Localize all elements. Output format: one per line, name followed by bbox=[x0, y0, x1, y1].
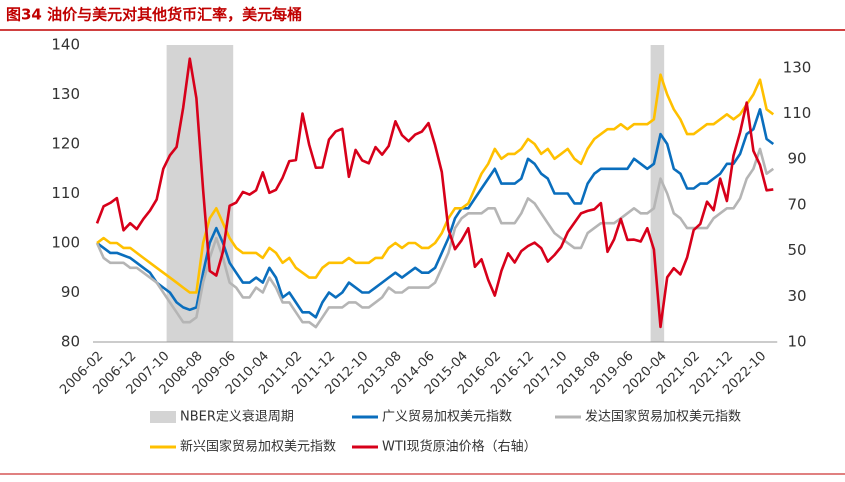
legend-label: 广义贸易加权美元指数 bbox=[382, 409, 512, 425]
recession-bar bbox=[226, 45, 234, 342]
y2-tick-label: 30 bbox=[787, 287, 806, 305]
y-tick-label: 140 bbox=[51, 36, 80, 54]
recession-bar bbox=[213, 45, 220, 342]
series-line bbox=[96, 73, 775, 294]
legend-swatch bbox=[150, 411, 176, 423]
y-tick-label: 110 bbox=[51, 184, 80, 202]
recession-bar bbox=[206, 45, 214, 342]
chart-title: 图34 油价与美元对其他货币汇率，美元每桶 bbox=[6, 6, 302, 24]
y2-tick-label: 10 bbox=[787, 333, 806, 351]
recession-bar bbox=[186, 45, 194, 342]
legend-label: 新兴国家贸易加权美元指数 bbox=[180, 439, 336, 455]
y2-tick-label: 90 bbox=[787, 150, 806, 168]
recession-bar bbox=[179, 45, 187, 342]
series-line bbox=[95, 57, 774, 329]
legend-label: 发达国家贸易加权美元指数 bbox=[585, 409, 741, 425]
recession-bar bbox=[166, 45, 174, 342]
recession-bar bbox=[193, 45, 201, 342]
y2-tick-label: 50 bbox=[787, 241, 806, 259]
y-tick-label: 130 bbox=[51, 85, 80, 103]
legend-label: WTI现货原油价格（右轴） bbox=[382, 439, 537, 455]
recession-bar bbox=[219, 45, 227, 342]
y-tick-label: 90 bbox=[61, 283, 80, 301]
y-tick-label: 120 bbox=[51, 135, 80, 153]
series-line bbox=[96, 108, 775, 319]
recession-bar bbox=[650, 45, 658, 342]
y2-tick-label: 130 bbox=[783, 58, 812, 76]
y-tick-label: 80 bbox=[61, 333, 80, 351]
y2-tick-label: 70 bbox=[787, 195, 806, 213]
y-tick-label: 100 bbox=[51, 234, 80, 252]
recession-bar bbox=[657, 45, 665, 342]
legend-label: NBER定义衰退周期 bbox=[180, 409, 294, 425]
y2-tick-label: 110 bbox=[783, 104, 812, 122]
recession-bar bbox=[173, 45, 181, 342]
